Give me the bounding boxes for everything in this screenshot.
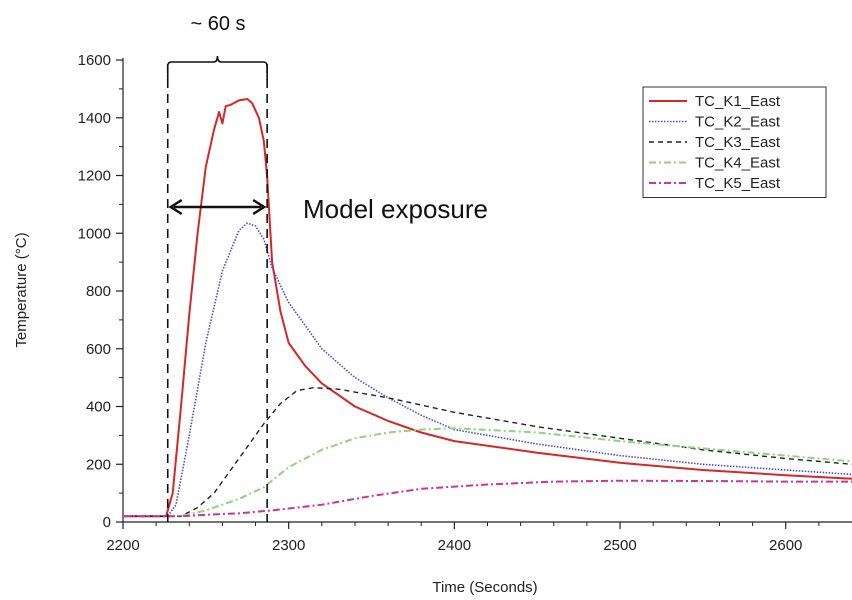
x-tick-label: 2400 (438, 537, 471, 554)
model-exposure-label: Model exposure (303, 194, 488, 224)
series-line-tc-k3-east (123, 387, 852, 517)
y-tick-label: 1400 (78, 110, 111, 127)
axes: 0 200 400 600 800 1000 1200 1400 1600 2200 2300 240… (78, 52, 852, 554)
legend-label: TC_K1_East (695, 93, 781, 110)
exposure-arrow-head-right (252, 198, 267, 216)
x-tick-label: 2600 (769, 537, 802, 554)
series-lines (123, 98, 852, 518)
legend-label: TC_K3_East (695, 134, 781, 151)
y-axis-title: Temperature (°C) (13, 232, 30, 347)
legend-label: TC_K5_East (695, 175, 781, 192)
y-tick-label: 1600 (78, 52, 111, 69)
y-tick-label: 800 (86, 283, 111, 300)
legend: TC_K1_East TC_K2_East TC_K3_East TC_K4_East… (642, 86, 827, 198)
x-axis-title: Time (Seconds) (432, 579, 537, 596)
legend-box (642, 86, 827, 198)
annotations (166, 55, 268, 522)
y-tick-label: 600 (86, 341, 111, 358)
series-line-tc-k1-east (123, 98, 852, 518)
y-tick-label: 1200 (78, 168, 111, 185)
y-tick-label: 400 (86, 399, 111, 416)
window-brace (166, 55, 268, 80)
legend-label: TC_K4_East (695, 155, 781, 172)
exposure-arrow-head-left (168, 198, 183, 216)
exposure-window-label: ~ 60 s (190, 13, 245, 35)
series-line-tc-k4-east (123, 427, 852, 518)
y-tick-label: 0 (103, 514, 111, 531)
legend-label: TC_K2_East (695, 114, 781, 131)
series-line-tc-k5-east (123, 479, 852, 518)
x-tick-label: 2500 (603, 537, 636, 554)
series-line-tc-k2-east (123, 222, 852, 517)
y-tick-label: 1000 (78, 225, 111, 242)
x-tick-label: 2200 (106, 537, 139, 554)
x-tick-label: 2300 (272, 537, 305, 554)
y-tick-label: 200 (86, 456, 111, 473)
